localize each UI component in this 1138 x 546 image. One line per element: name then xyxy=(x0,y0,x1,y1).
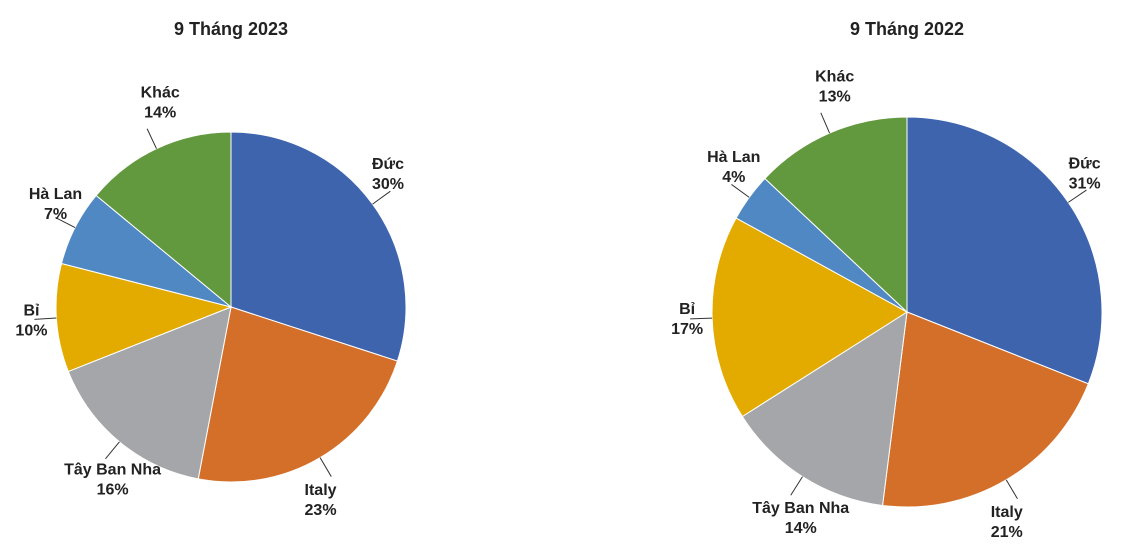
slice-label: Tây Ban Nha xyxy=(64,462,161,479)
slice-label: Khác xyxy=(141,85,180,102)
slice-label: Đức xyxy=(372,156,404,173)
slice-value-label: 30% xyxy=(372,176,404,193)
slice-value-label: 14% xyxy=(144,105,176,122)
leader-line xyxy=(55,217,76,228)
slice-label: Italy xyxy=(305,482,337,499)
slice-value-label: 10% xyxy=(15,322,47,339)
slice-value-label: 14% xyxy=(785,520,817,537)
slice-value-label: 21% xyxy=(991,524,1023,541)
slice-value-label: 17% xyxy=(671,321,703,338)
slice-value-label: 4% xyxy=(722,169,745,186)
slice-value-label: 31% xyxy=(1069,176,1101,193)
pie-slice xyxy=(741,311,908,507)
slice-label: Hà Lan xyxy=(29,186,82,203)
slice-value-label: 7% xyxy=(44,206,67,223)
slice-label: Hà Lan xyxy=(707,149,760,166)
pie-slice xyxy=(95,131,232,309)
chart-title: 9 Tháng 2023 xyxy=(174,19,288,39)
pie-slice xyxy=(67,306,232,480)
slice-value-label: 16% xyxy=(97,482,129,499)
leader-line xyxy=(1067,189,1087,203)
slice-label: Tây Ban Nha xyxy=(752,500,849,517)
leader-line xyxy=(731,184,750,198)
slice-value-label: 23% xyxy=(305,502,337,519)
leader-line xyxy=(146,128,157,149)
slice-label: Bỉ xyxy=(679,301,696,318)
pie-slice xyxy=(882,311,1089,508)
leader-line xyxy=(820,112,831,134)
leader-line xyxy=(790,476,803,496)
leader-line xyxy=(105,441,120,460)
pie-slice xyxy=(197,306,399,483)
slice-value-label: 13% xyxy=(819,88,851,105)
leader-line xyxy=(34,317,57,320)
pie-slice xyxy=(906,116,1103,385)
leader-line xyxy=(690,317,713,320)
slice-label: Bỉ xyxy=(23,302,40,319)
leader-line xyxy=(319,457,332,477)
chart-title: 9 Tháng 2022 xyxy=(850,19,964,39)
slice-label: Khác xyxy=(815,68,854,85)
slice-label: Italy xyxy=(991,504,1023,521)
leader-line xyxy=(1005,479,1018,500)
leader-line xyxy=(372,190,391,205)
slice-label: Đức xyxy=(1069,156,1101,173)
